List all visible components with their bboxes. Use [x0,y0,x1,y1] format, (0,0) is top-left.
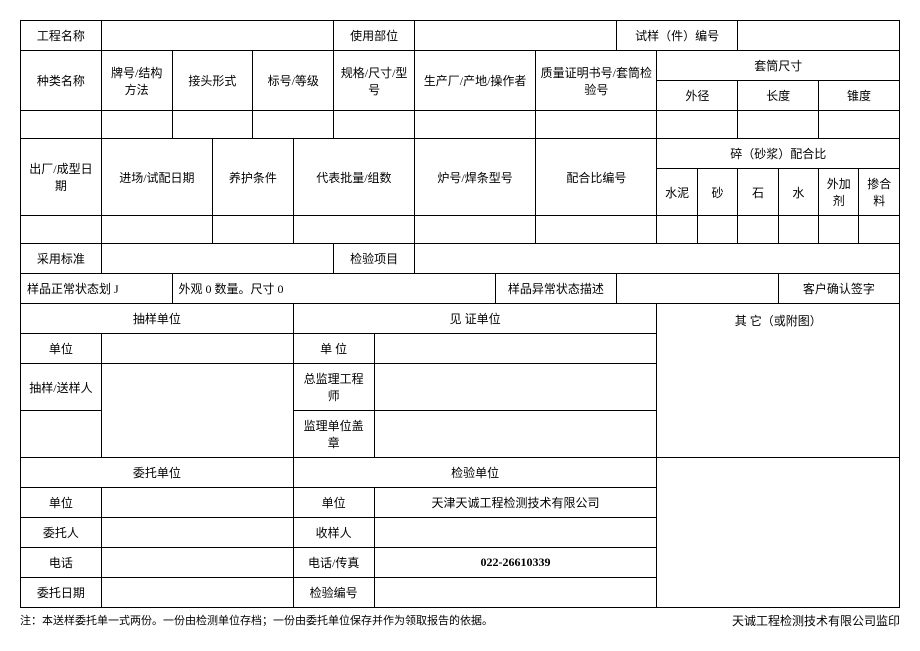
label-unit-2: 单 位 [293,334,374,364]
label-entrust-unit: 单位 [21,488,102,518]
footer-note: 注：本送样委托单一式两份。一份由检测单位存档；一份由委托单位保存并作为领取报告的… [20,612,493,629]
label-water: 水 [778,169,818,216]
value-length [738,111,819,139]
value-furnace-weld [414,216,535,244]
value-brand-struct [101,111,172,139]
value-taper [819,111,900,139]
value-batch-qty [293,216,414,244]
label-supervision-seal: 监理单位盖章 [293,411,374,458]
label-receiver: 收样人 [293,518,374,548]
label-sample-no: 试样（件）编号 [617,21,738,51]
label-test-item: 检验项目 [334,244,415,274]
footer: 注：本送样委托单一式两份。一份由检测单位存档；一份由委托单位保存并作为领取报告的… [20,612,900,629]
value-mark-grade [253,111,334,139]
label-sampler: 抽样/送样人 [21,364,102,411]
value-standard [101,244,333,274]
label-entrustor: 委托人 [21,518,102,548]
value-unit-2 [374,334,657,364]
label-use-part: 使用部位 [334,21,415,51]
label-batch-qty: 代表批量/组数 [293,139,414,216]
value-entrustor [101,518,293,548]
label-stone: 石 [738,169,778,216]
label-curing: 养护条件 [212,139,293,216]
value-supervision-seal [374,411,657,458]
value-entrust-unit [101,488,293,518]
footer-seal: 天诚工程检测技术有限公司监印 [732,612,900,629]
label-customer-sign: 客户确认签字 [778,274,899,304]
value-curing [212,216,293,244]
value-entrust-date [101,578,293,608]
label-outer-dia: 外径 [657,81,738,111]
value-factory-date [21,216,102,244]
value-type-name [21,111,102,139]
value-inspect-company: 天津天诚工程检测技术有限公司 [374,488,657,518]
value-spec-size [334,111,415,139]
label-cement: 水泥 [657,169,697,216]
value-chief-engineer [374,364,657,411]
value-inspect-no [374,578,657,608]
blank-sampler-row [21,411,102,458]
value-project-name [101,21,333,51]
label-furnace-weld: 炉号/焊条型号 [414,139,535,216]
label-inspect-unit: 单位 [293,488,374,518]
header-other: 其 它（或附图） [657,304,900,458]
value-joint-form [172,111,253,139]
label-additive: 外加剂 [819,169,859,216]
label-producer: 生产厂/产地/操作者 [414,51,535,111]
value-producer [414,111,535,139]
header-entrust-unit: 委托单位 [21,458,294,488]
value-abnormal-state [617,274,779,304]
label-standard: 采用标准 [21,244,102,274]
label-mortar-mix: 碎（砂浆）配合比 [657,139,900,169]
value-outer-dia [657,111,738,139]
label-mix-no: 配合比编号 [536,139,657,216]
label-phone-fax: 电话/传真 [293,548,374,578]
label-factory-date: 出厂/成型日期 [21,139,102,216]
header-inspect-unit: 检验单位 [293,458,657,488]
value-sand [697,216,737,244]
label-brand-struct: 牌号/结构方法 [101,51,172,111]
header-witness-unit: 见 证单位 [293,304,657,334]
value-stone [738,216,778,244]
label-inspect-no: 检验编号 [293,578,374,608]
value-phone [101,548,293,578]
label-entrust-date: 委托日期 [21,578,102,608]
label-sleeve-size: 套筒尺寸 [657,51,900,81]
value-unit-1 [101,334,293,364]
label-appearance: 外观 0 数量。尺寸 0 [172,274,495,304]
other-blank-area [657,458,900,608]
label-normal-state: 样品正常状态划 J [21,274,173,304]
label-taper: 锥度 [819,81,900,111]
label-enter-date: 进场/试配日期 [101,139,212,216]
value-sample-no [738,21,900,51]
label-abnormal-state: 样品异常状态描述 [495,274,616,304]
value-additive [819,216,859,244]
value-sampler [101,364,293,458]
label-phone: 电话 [21,548,102,578]
value-enter-date [101,216,212,244]
value-phone-fax: 022-26610339 [374,548,657,578]
label-chief-engineer: 总监理工程师 [293,364,374,411]
label-project-name: 工程名称 [21,21,102,51]
value-test-item [414,244,899,274]
value-quality-cert [536,111,657,139]
label-joint-form: 接头形式 [172,51,253,111]
label-sand: 砂 [697,169,737,216]
label-spec-size: 规格/尺寸/型号 [334,51,415,111]
label-quality-cert: 质量证明书号/套筒检验号 [536,51,657,111]
label-mark-grade: 标号/等级 [253,51,334,111]
label-admixture: 掺合料 [859,169,900,216]
value-mix-no [536,216,657,244]
value-admixture [859,216,900,244]
value-water [778,216,818,244]
inspection-form-table: 工程名称 使用部位 试样（件）编号 种类名称 牌号/结构方法 接头形式 标号/等… [20,20,900,608]
label-unit-1: 单位 [21,334,102,364]
value-cement [657,216,697,244]
label-type-name: 种类名称 [21,51,102,111]
label-length: 长度 [738,81,819,111]
value-receiver [374,518,657,548]
value-use-part [414,21,616,51]
header-sampling-unit: 抽样单位 [21,304,294,334]
